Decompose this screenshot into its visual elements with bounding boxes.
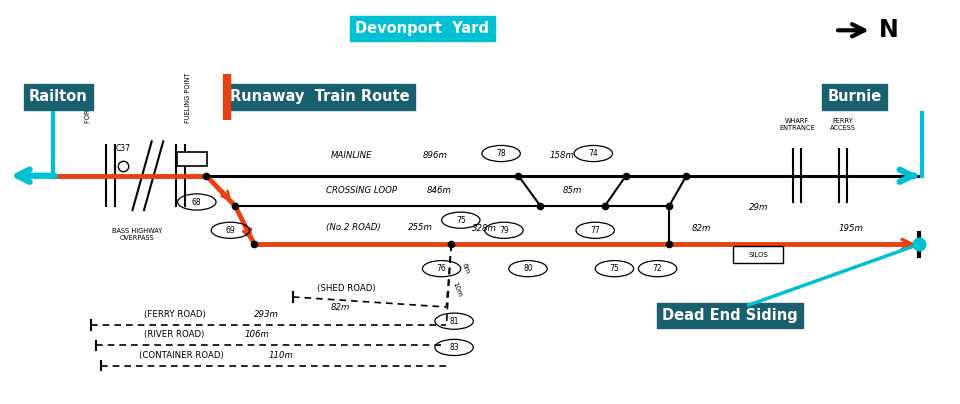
- Text: Dead End Siding: Dead End Siding: [662, 307, 798, 323]
- Text: 158m: 158m: [549, 152, 574, 160]
- FancyBboxPatch shape: [177, 152, 207, 166]
- Text: 293m: 293m: [254, 310, 279, 319]
- Text: 10m: 10m: [451, 281, 463, 298]
- Text: FORMBY RD: FORMBY RD: [85, 84, 91, 123]
- Text: (CONTAINER ROAD): (CONTAINER ROAD): [139, 351, 224, 360]
- Text: 72: 72: [653, 264, 662, 273]
- Text: 69: 69: [226, 226, 235, 235]
- Text: 75: 75: [456, 216, 466, 225]
- Text: FERRY
ACCESS: FERRY ACCESS: [829, 118, 856, 131]
- Text: 75: 75: [610, 264, 619, 273]
- Text: 106m: 106m: [245, 330, 270, 339]
- Text: N: N: [879, 18, 900, 42]
- Text: 82m: 82m: [331, 303, 350, 312]
- Text: 77: 77: [590, 226, 600, 235]
- Text: 80: 80: [523, 264, 533, 273]
- Text: 896m: 896m: [422, 152, 447, 160]
- Text: Devonport  Yard: Devonport Yard: [355, 21, 490, 36]
- Text: 6m: 6m: [461, 263, 470, 275]
- Text: WHARF
ENTRANCE: WHARF ENTRANCE: [779, 118, 815, 131]
- Text: FUELING POINT: FUELING POINT: [185, 73, 191, 123]
- Text: 110m: 110m: [269, 351, 294, 360]
- Text: 328m: 328m: [472, 224, 497, 233]
- Text: 81: 81: [449, 317, 459, 326]
- Text: 74: 74: [588, 149, 598, 158]
- Text: 68: 68: [192, 198, 202, 206]
- Text: (No.2 ROAD): (No.2 ROAD): [326, 223, 381, 232]
- Text: MAINLINE: MAINLINE: [331, 152, 372, 160]
- Text: (SHED ROAD): (SHED ROAD): [317, 284, 375, 293]
- Text: BASS HIGHWAY
OVERPASS: BASS HIGHWAY OVERPASS: [112, 228, 162, 241]
- Text: Railton: Railton: [29, 89, 87, 105]
- Text: 85m: 85m: [563, 186, 583, 195]
- Text: SILOS: SILOS: [749, 252, 768, 257]
- Text: 255m: 255m: [408, 223, 433, 232]
- Text: 195m: 195m: [839, 224, 863, 233]
- Text: CROSSING LOOP: CROSSING LOOP: [326, 186, 397, 195]
- Text: C37: C37: [115, 144, 131, 153]
- Text: 82m: 82m: [691, 224, 711, 233]
- Text: 79: 79: [499, 226, 509, 235]
- Text: 76: 76: [437, 264, 446, 273]
- Text: 83: 83: [449, 343, 459, 352]
- Text: Burnie: Burnie: [828, 89, 882, 105]
- Text: (RIVER ROAD): (RIVER ROAD): [144, 330, 204, 339]
- FancyBboxPatch shape: [733, 246, 783, 263]
- Text: (FERRY ROAD): (FERRY ROAD): [144, 310, 205, 319]
- Text: 846m: 846m: [427, 186, 452, 195]
- Text: 29m: 29m: [749, 203, 768, 212]
- Text: 78: 78: [496, 149, 506, 158]
- Text: Runaway  Train Route: Runaway Train Route: [230, 89, 410, 105]
